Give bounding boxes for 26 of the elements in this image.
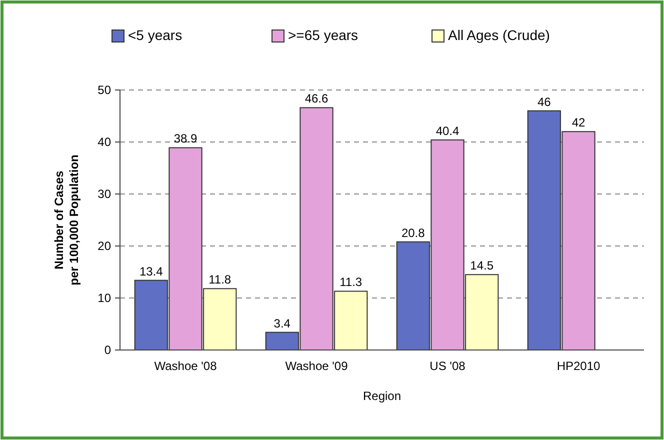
data-label: 20.8	[401, 226, 426, 240]
x-tick-label: US '08	[430, 359, 466, 373]
data-label: 11.8	[208, 272, 232, 287]
y-tick-label: 40	[98, 135, 112, 149]
data-label: 3.4	[274, 316, 291, 330]
y-axis-title: Number of Cases per 100,000 Population	[52, 154, 81, 286]
legend-label: All Ages (Crude)	[448, 27, 550, 43]
legend-label: <5 years	[128, 27, 182, 43]
x-axis-title: Region	[362, 389, 402, 403]
data-label: 11.3	[340, 275, 362, 290]
y-tick-label: 20	[98, 239, 112, 253]
x-tick-label: Washoe '08	[154, 359, 218, 373]
y-tick-label: 30	[98, 187, 112, 201]
data-label: 42	[572, 116, 586, 130]
data-label: 40.4	[436, 124, 460, 138]
legend-label: >=65 years	[288, 27, 358, 43]
y-tick-label: 50	[98, 83, 112, 97]
data-label: 13.4	[139, 264, 164, 278]
x-tick-label: Washoe '09	[285, 359, 348, 373]
data-label: 14.5	[470, 258, 494, 273]
x-tick-label: HP2010	[556, 359, 601, 373]
data-label: 38.9	[174, 132, 198, 146]
data-label: 46.6	[304, 92, 328, 106]
data-label: 46	[537, 94, 552, 109]
y-tick-label: 10	[98, 291, 112, 305]
y-tick-label: 0	[104, 343, 112, 357]
